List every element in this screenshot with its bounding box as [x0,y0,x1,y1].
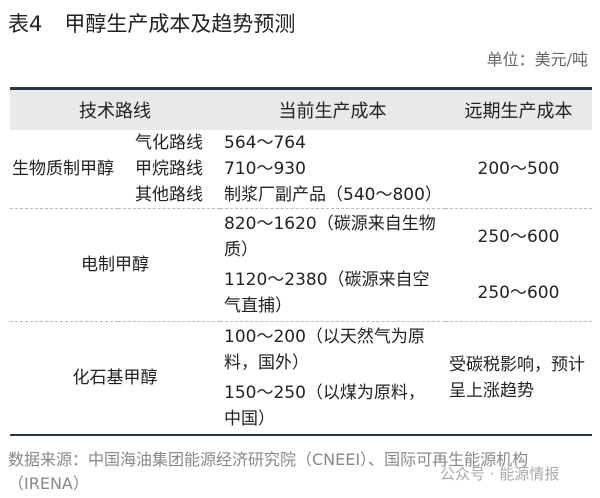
fossil-label: 化石基甲醇 [10,321,220,435]
table-row: 1120～2380（碳源来自空气直捕） 250～600 [224,270,560,316]
header-current: 当前生产成本 [220,88,445,130]
header-future: 远期生产成本 [445,88,592,130]
watermark: 公众号 · 能源情报 [440,465,560,483]
source-note: 数据来源：中国海油集团能源经济研究院（CNEEI）、国际可再生能源机构（IREN… [8,450,529,493]
unit-label: 单位：美元/吨 [486,50,588,69]
cost-table: 技术路线 当前生产成本 远期生产成本 生物质制甲醇 气化路线 564～764 2… [10,87,592,436]
table-row: 生物质制甲醇 气化路线 564～764 200～500 [10,130,592,179]
header-route: 技术路线 [10,88,220,130]
electric-label: 电制甲醇 [10,208,220,322]
biomass-label: 生物质制甲醇 [12,159,114,179]
table-row: 化石基甲醇 100～200（以天然气为原料，国外） 受碳税影响，预计呈上涨趋势 [10,321,592,435]
table-row: 其他路线 制浆厂副产品（540～800） [135,185,442,205]
table-row: 电制甲醇 820～1620（碳源来自生物质） 250～600 [10,208,592,322]
table-row: 150～250（以煤为原料，中国） [224,383,425,429]
table-row: 甲烷路线 710～930 [135,159,306,179]
table-title: 表4 甲醇生产成本及趋势预测 [8,12,296,36]
